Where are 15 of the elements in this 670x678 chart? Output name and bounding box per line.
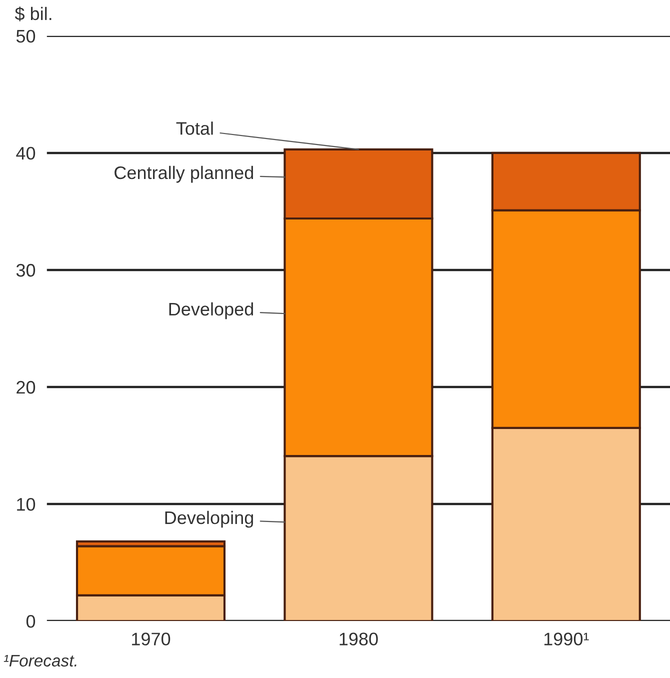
series-label: Developing <box>165 510 254 528</box>
y-tick-label: 50 <box>16 30 36 43</box>
y-tick-label: 20 <box>16 380 36 394</box>
series-label: Centrally planned <box>114 166 254 183</box>
y-tick-label: 30 <box>16 264 36 277</box>
y-tick-label: 40 <box>16 146 36 160</box>
x-tick-label: 1970 <box>132 632 170 646</box>
annotation: Total <box>176 122 213 135</box>
y-tick-label: 10 <box>17 498 36 511</box>
x-tick-label: 1980 <box>340 632 378 646</box>
x-tick-label: 1990¹ <box>544 632 589 646</box>
y-tick-label: 0 <box>26 614 36 628</box>
y-axis-title: $ bil. <box>14 6 52 22</box>
text: ¹Forecast. <box>4 654 76 667</box>
series-label: Developed <box>169 302 254 320</box>
